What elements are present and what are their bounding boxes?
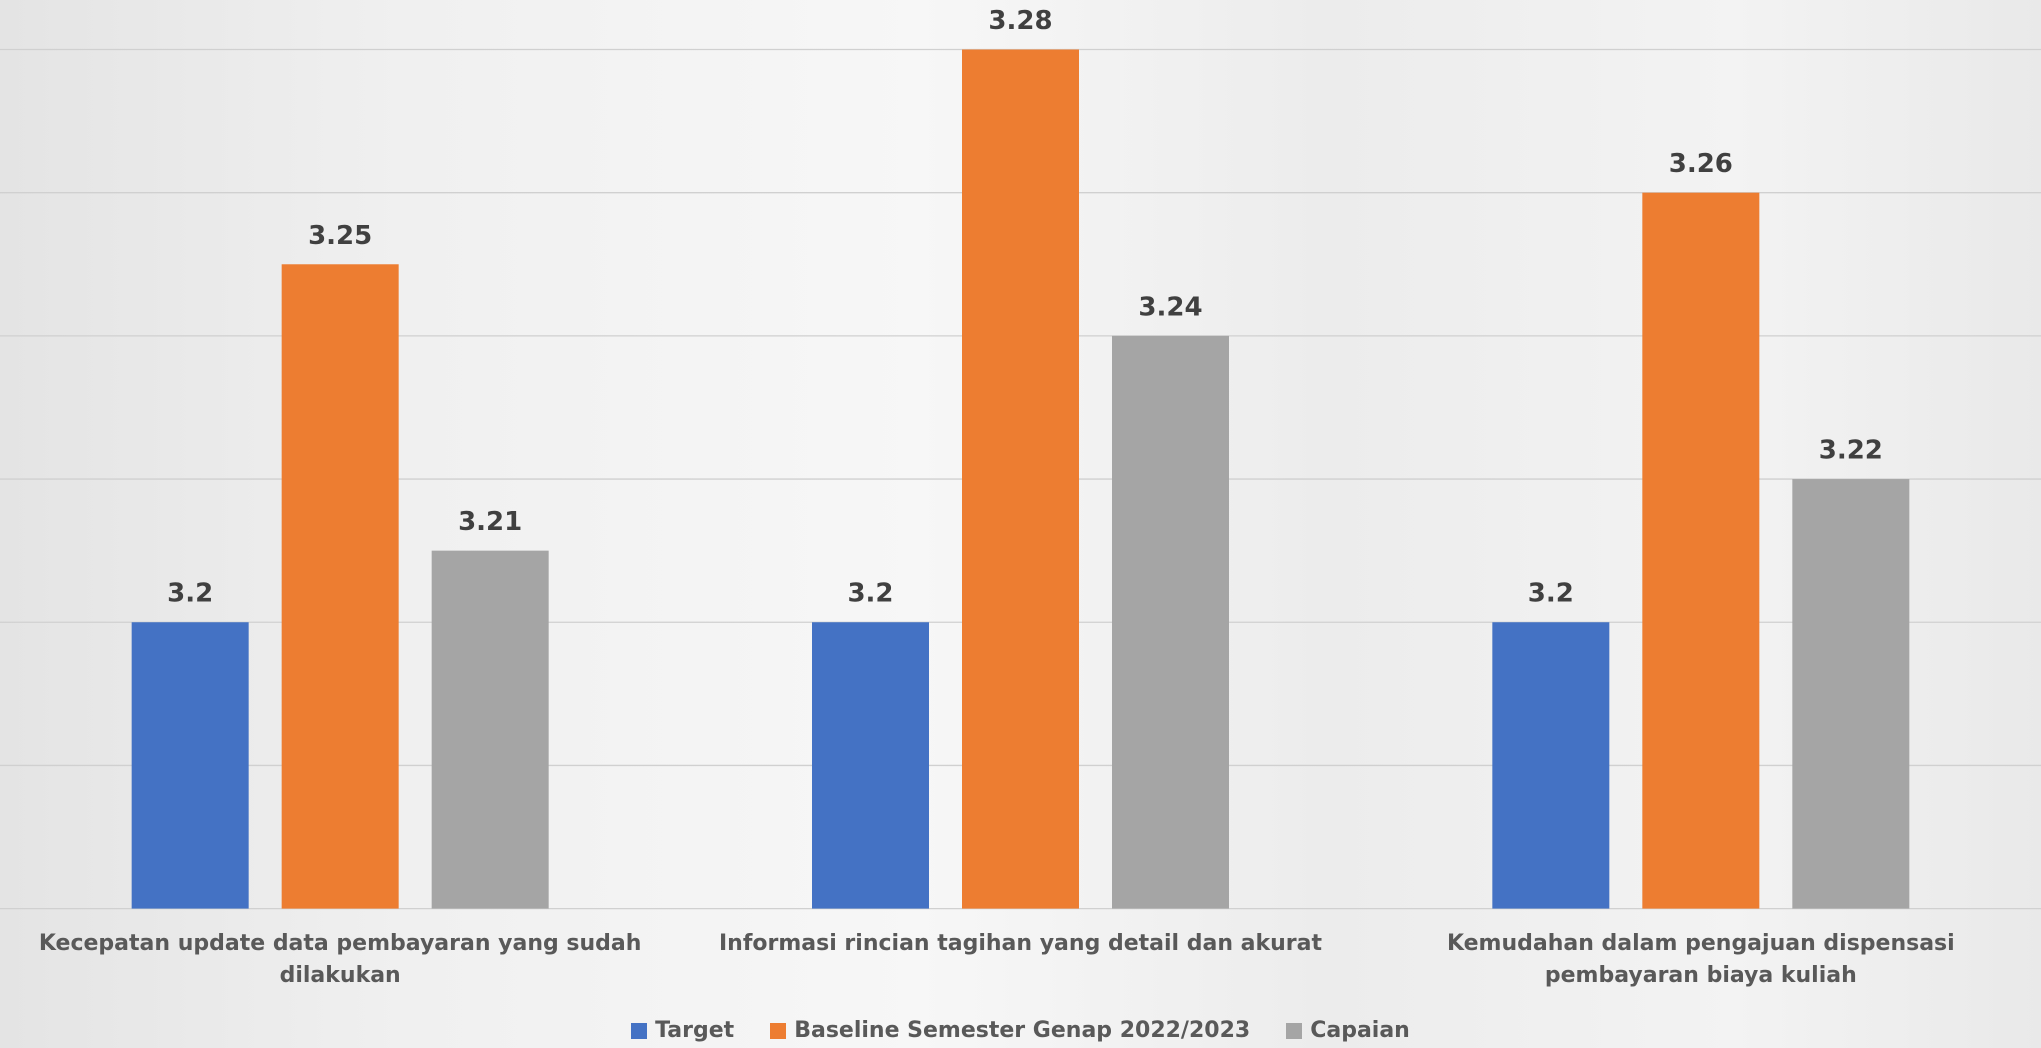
legend-swatch	[1286, 1022, 1303, 1039]
bar	[812, 622, 929, 909]
value-label: 3.22	[1819, 436, 1883, 466]
x-tick-label: Informasi rincian tagihan yang detail da…	[718, 931, 1323, 956]
value-label: 3.2	[847, 579, 893, 609]
legend-label: Capaian	[1310, 1018, 1410, 1043]
value-label: 3.21	[458, 507, 522, 537]
value-label: 3.24	[1138, 292, 1202, 322]
legend-swatch	[631, 1022, 648, 1039]
bar	[1492, 622, 1610, 909]
legend-label: Baseline Semester Genap 2022/2023	[794, 1018, 1251, 1043]
bar	[281, 264, 399, 909]
legend: Target Baseline Semester Genap 2022/2023 C…	[0, 1018, 2041, 1043]
bar	[131, 622, 249, 909]
bar	[962, 49, 1079, 909]
value-label: 3.2	[1528, 579, 1574, 609]
chart: 3.2 3.25 3.21 3.2 3.28 3.24 3.2 3.26 3.22	[0, 6, 2041, 910]
value-label: 3.25	[308, 221, 372, 251]
legend-item: Baseline Semester Genap 2022/2023	[770, 1018, 1250, 1043]
value-label: 3.2	[167, 579, 213, 609]
bar	[1642, 192, 1760, 909]
x-tick-label: Kecepatan update data pembayaran yang su…	[38, 931, 642, 988]
bar	[1112, 335, 1229, 909]
legend-label: Target	[655, 1018, 735, 1043]
legend-item: Capaian	[1286, 1018, 1410, 1043]
x-tick-label: Kemudahan dalam pengajuan dispensasi pem…	[1446, 931, 1955, 988]
value-label: 3.28	[988, 6, 1052, 36]
bar	[1792, 479, 1910, 909]
bar	[431, 550, 549, 909]
legend-swatch	[770, 1022, 787, 1039]
legend-item: Target	[631, 1018, 734, 1043]
value-label: 3.26	[1669, 149, 1733, 179]
